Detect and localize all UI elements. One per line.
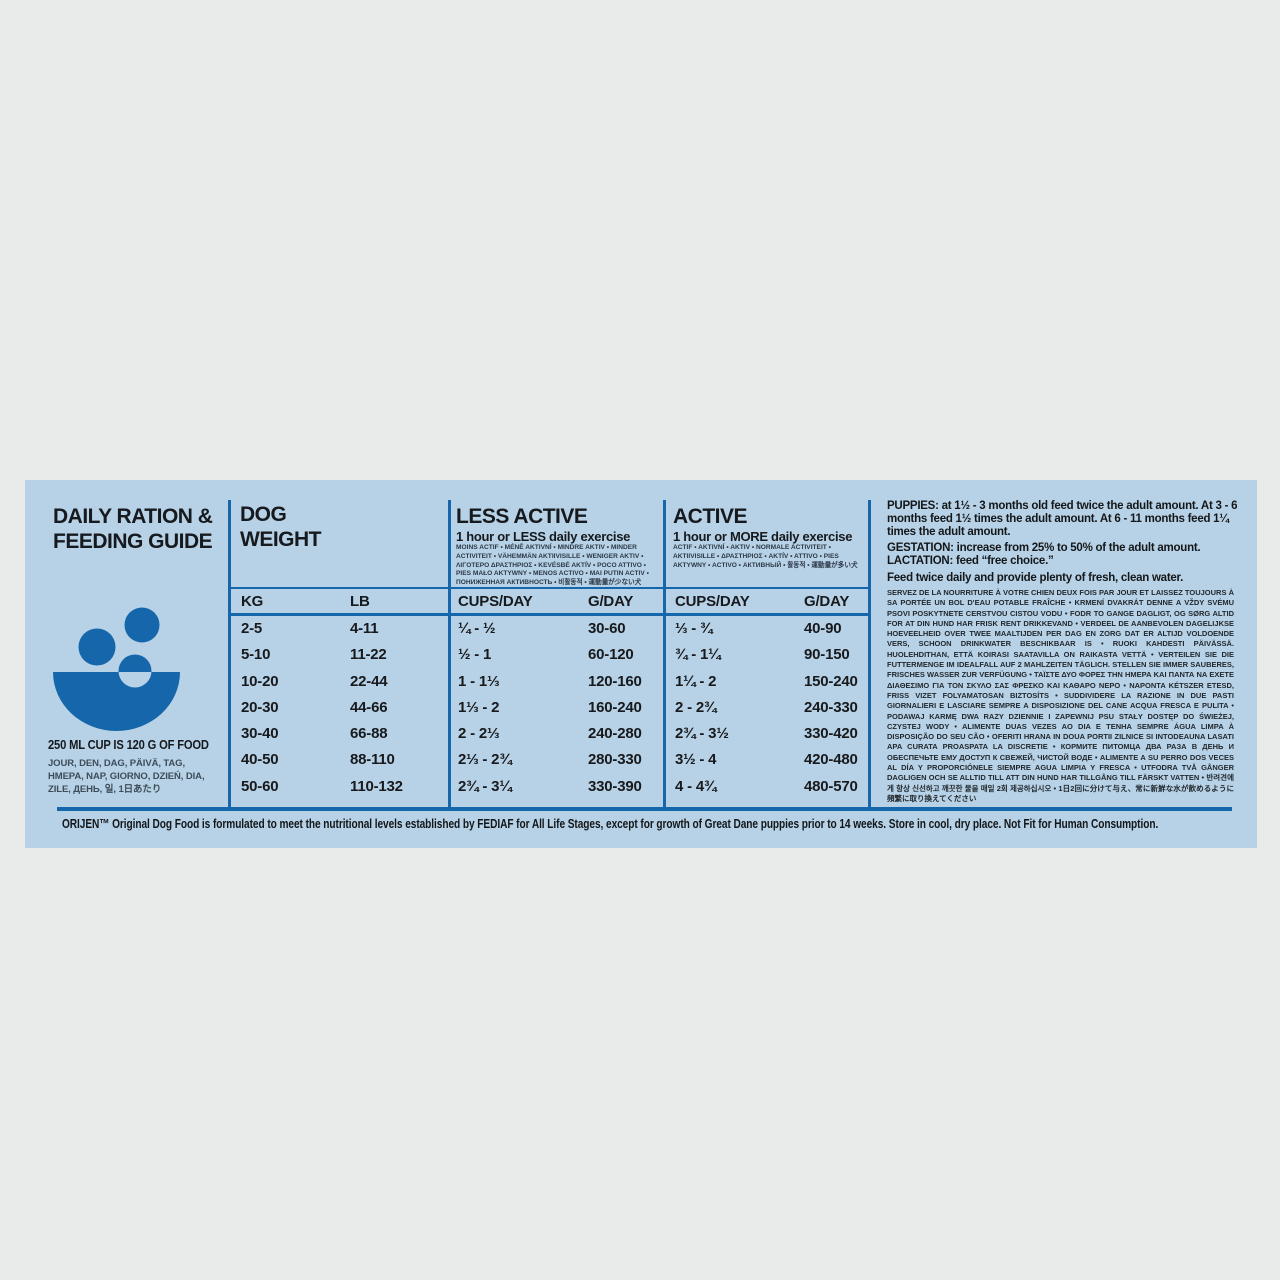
g-cell: 120-160: [588, 672, 642, 690]
cups-cell: 2¾ - 3¼: [458, 777, 512, 795]
kg-cell: 5-10: [241, 646, 271, 664]
col-header-cups-less: CUPS/DAY: [458, 593, 533, 610]
divider-vertical-2: [448, 500, 451, 811]
cups-cell: 1¼ - 2: [675, 672, 717, 690]
lb-cell: 44-66: [350, 698, 388, 716]
kg-cell: 2-5: [241, 620, 263, 637]
col-header-g-active: G/DAY: [804, 593, 850, 610]
col-header-g-less: G/DAY: [588, 593, 634, 610]
kg-cell: 10-20: [241, 672, 279, 690]
active-subtitle: 1 hour or MORE daily exercise: [673, 529, 853, 544]
col-header-cups-active: CUPS/DAY: [675, 593, 750, 610]
dog-weight-header: DOG WEIGHT: [240, 503, 322, 551]
active-g-column: 40-90 90-150 150-240 240-330 330-420 420…: [804, 616, 858, 800]
advisory-translations: SERVEZ DE LA NOURRITURE À VOTRE CHIEN DE…: [887, 588, 1234, 803]
cup-measure-note: 250 ML CUP IS 120 G OF FOOD: [48, 737, 209, 752]
feeding-guide-panel: DAILY RATION & FEEDING GUIDE 250 ML CUP …: [25, 480, 1257, 848]
footer-note: ORIJEN™ Original Dog Food is formulated …: [62, 816, 1159, 831]
cups-cell: 2 - 2¾: [675, 698, 717, 716]
cups-cell: 2⅓ - 2¾: [458, 751, 512, 769]
cup-measure-note-translations: JOUR, DEN, DAG, PÄIVÄ, TAG, ΗΜΕΡΑ, NAP, …: [48, 758, 205, 795]
cups-cell: ⅓ - ¾: [675, 620, 713, 637]
cups-cell: 2¾ - 3½: [675, 725, 729, 743]
cups-cell: 3½ - 4: [675, 751, 717, 769]
lb-cell: 4-11: [350, 620, 379, 637]
less-active-cups-column: ¼ - ½ ½ - 1 1 - 1⅓ 1⅓ - 2 2 - 2⅓ 2⅓ - 2¾…: [458, 616, 512, 800]
less-active-subtitle: 1 hour or LESS daily exercise: [456, 529, 631, 544]
g-cell: 330-420: [804, 725, 858, 743]
gestation-note: GESTATION: increase from 25% to 50% of t…: [887, 542, 1201, 554]
puppies-note: PUPPIES: at 1½ - 3 months old feed twice…: [887, 500, 1238, 539]
dog-bowl-kibble-icon: [53, 607, 180, 731]
cups-cell: ½ - 1: [458, 646, 492, 664]
g-cell: 40-90: [804, 620, 842, 637]
active-cups-column: ⅓ - ¾ ¾ - 1¼ 1¼ - 2 2 - 2¾ 2¾ - 3½ 3½ - …: [675, 616, 729, 800]
kg-column: 2-5 5-10 10-20 20-30 30-40 40-50 50-60: [241, 616, 279, 800]
cups-cell: ¾ - 1¼: [675, 646, 721, 664]
g-cell: 30-60: [588, 620, 626, 637]
cups-cell: 1 - 1⅓: [458, 672, 500, 690]
divider-vertical-4: [868, 500, 871, 811]
panel-title: DAILY RATION & FEEDING GUIDE: [53, 505, 213, 553]
col-header-kg: KG: [241, 593, 264, 610]
g-cell: 240-280: [588, 725, 642, 743]
less-active-translations: MOINS ACTIF • MÉNĚ AKTIVNÍ • MINDRE AKTI…: [456, 544, 649, 587]
lb-cell: 110-132: [350, 777, 403, 795]
cups-cell: 4 - 4¾: [675, 777, 717, 795]
table-header-top-line: [228, 587, 869, 589]
active-translations: ACTIF • AKTIVNÍ • AKTIV • NORMALE ACTIVI…: [673, 544, 858, 569]
kg-cell: 30-40: [241, 725, 279, 743]
g-cell: 90-150: [804, 646, 850, 664]
lb-cell: 88-110: [350, 751, 395, 769]
kg-cell: 20-30: [241, 698, 279, 716]
g-cell: 160-240: [588, 698, 642, 716]
lb-cell: 66-88: [350, 725, 388, 743]
less-active-g-column: 30-60 60-120 120-160 160-240 240-280 280…: [588, 616, 642, 800]
g-cell: 240-330: [804, 698, 858, 716]
lb-cell: 22-44: [350, 672, 388, 690]
g-cell: 60-120: [588, 646, 634, 664]
cups-cell: ¼ - ½: [458, 620, 496, 637]
table-header-bottom-line: [228, 613, 869, 616]
g-cell: 150-240: [804, 672, 858, 690]
footer-divider-line: [57, 807, 1232, 811]
cups-cell: 2 - 2⅓: [458, 725, 500, 743]
divider-vertical-1: [228, 500, 231, 811]
kg-cell: 50-60: [241, 777, 279, 795]
kg-cell: 40-50: [241, 751, 279, 769]
lb-cell: 11-22: [350, 646, 387, 664]
cups-cell: 1⅓ - 2: [458, 698, 500, 716]
water-note: Feed twice daily and provide plenty of f…: [887, 572, 1184, 584]
lactation-note: LACTATION: feed “free choice.”: [887, 555, 1054, 567]
col-header-lb: LB: [350, 593, 370, 610]
lb-column: 4-11 11-22 22-44 44-66 66-88 88-110 110-…: [350, 616, 403, 800]
g-cell: 280-330: [588, 751, 642, 769]
g-cell: 330-390: [588, 777, 642, 795]
g-cell: 420-480: [804, 751, 858, 769]
active-title: ACTIVE: [673, 505, 748, 528]
less-active-title: LESS ACTIVE: [456, 505, 588, 528]
divider-vertical-3: [663, 500, 666, 811]
g-cell: 480-570: [804, 777, 858, 795]
